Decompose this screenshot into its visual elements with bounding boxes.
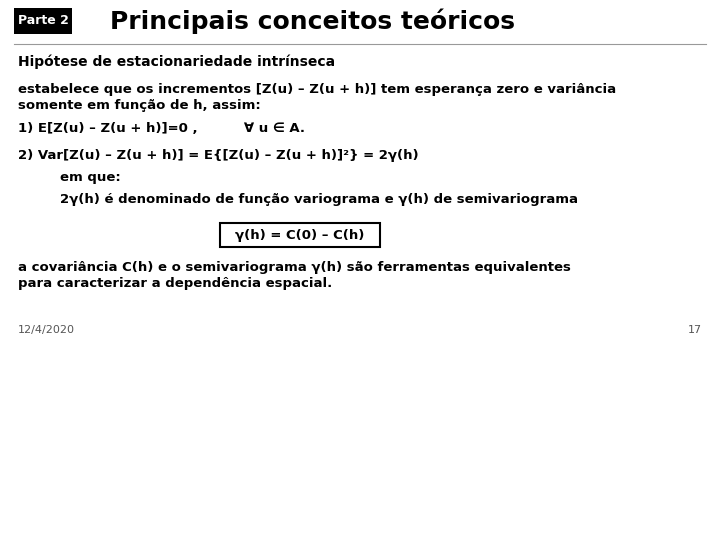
Text: a covariância C(h) e o semivariograma γ(h) são ferramentas equivalentes: a covariância C(h) e o semivariograma γ(…: [18, 261, 571, 274]
Text: 12/4/2020: 12/4/2020: [18, 325, 75, 335]
Text: em que:: em que:: [60, 172, 121, 185]
Text: γ(h) = C(0) – C(h): γ(h) = C(0) – C(h): [235, 228, 365, 241]
Text: 2) Var[Z(u) – Z(u + h)] = E{[Z(u) – Z(u + h)]²} = 2γ(h): 2) Var[Z(u) – Z(u + h)] = E{[Z(u) – Z(u …: [18, 148, 418, 161]
Text: estabelece que os incrementos [Z(u) – Z(u + h)] tem esperança zero e variância: estabelece que os incrementos [Z(u) – Z(…: [18, 84, 616, 97]
Text: Parte 2: Parte 2: [17, 15, 68, 28]
Text: somente em função de h, assim:: somente em função de h, assim:: [18, 99, 261, 112]
Text: 1) E[Z(u) – Z(u + h)]=0 ,          ∀ u ∈ A.: 1) E[Z(u) – Z(u + h)]=0 , ∀ u ∈ A.: [18, 122, 305, 134]
FancyBboxPatch shape: [14, 8, 72, 34]
Text: Principais conceitos teóricos: Principais conceitos teóricos: [110, 8, 515, 33]
FancyBboxPatch shape: [220, 223, 380, 247]
Text: Hipótese de estacionariedade intrínseca: Hipótese de estacionariedade intrínseca: [18, 55, 335, 69]
Text: 2γ(h) é denominado de função variograma e γ(h) de semivariograma: 2γ(h) é denominado de função variograma …: [60, 193, 578, 206]
Text: para caracterizar a dependência espacial.: para caracterizar a dependência espacial…: [18, 278, 332, 291]
Text: 17: 17: [688, 325, 702, 335]
